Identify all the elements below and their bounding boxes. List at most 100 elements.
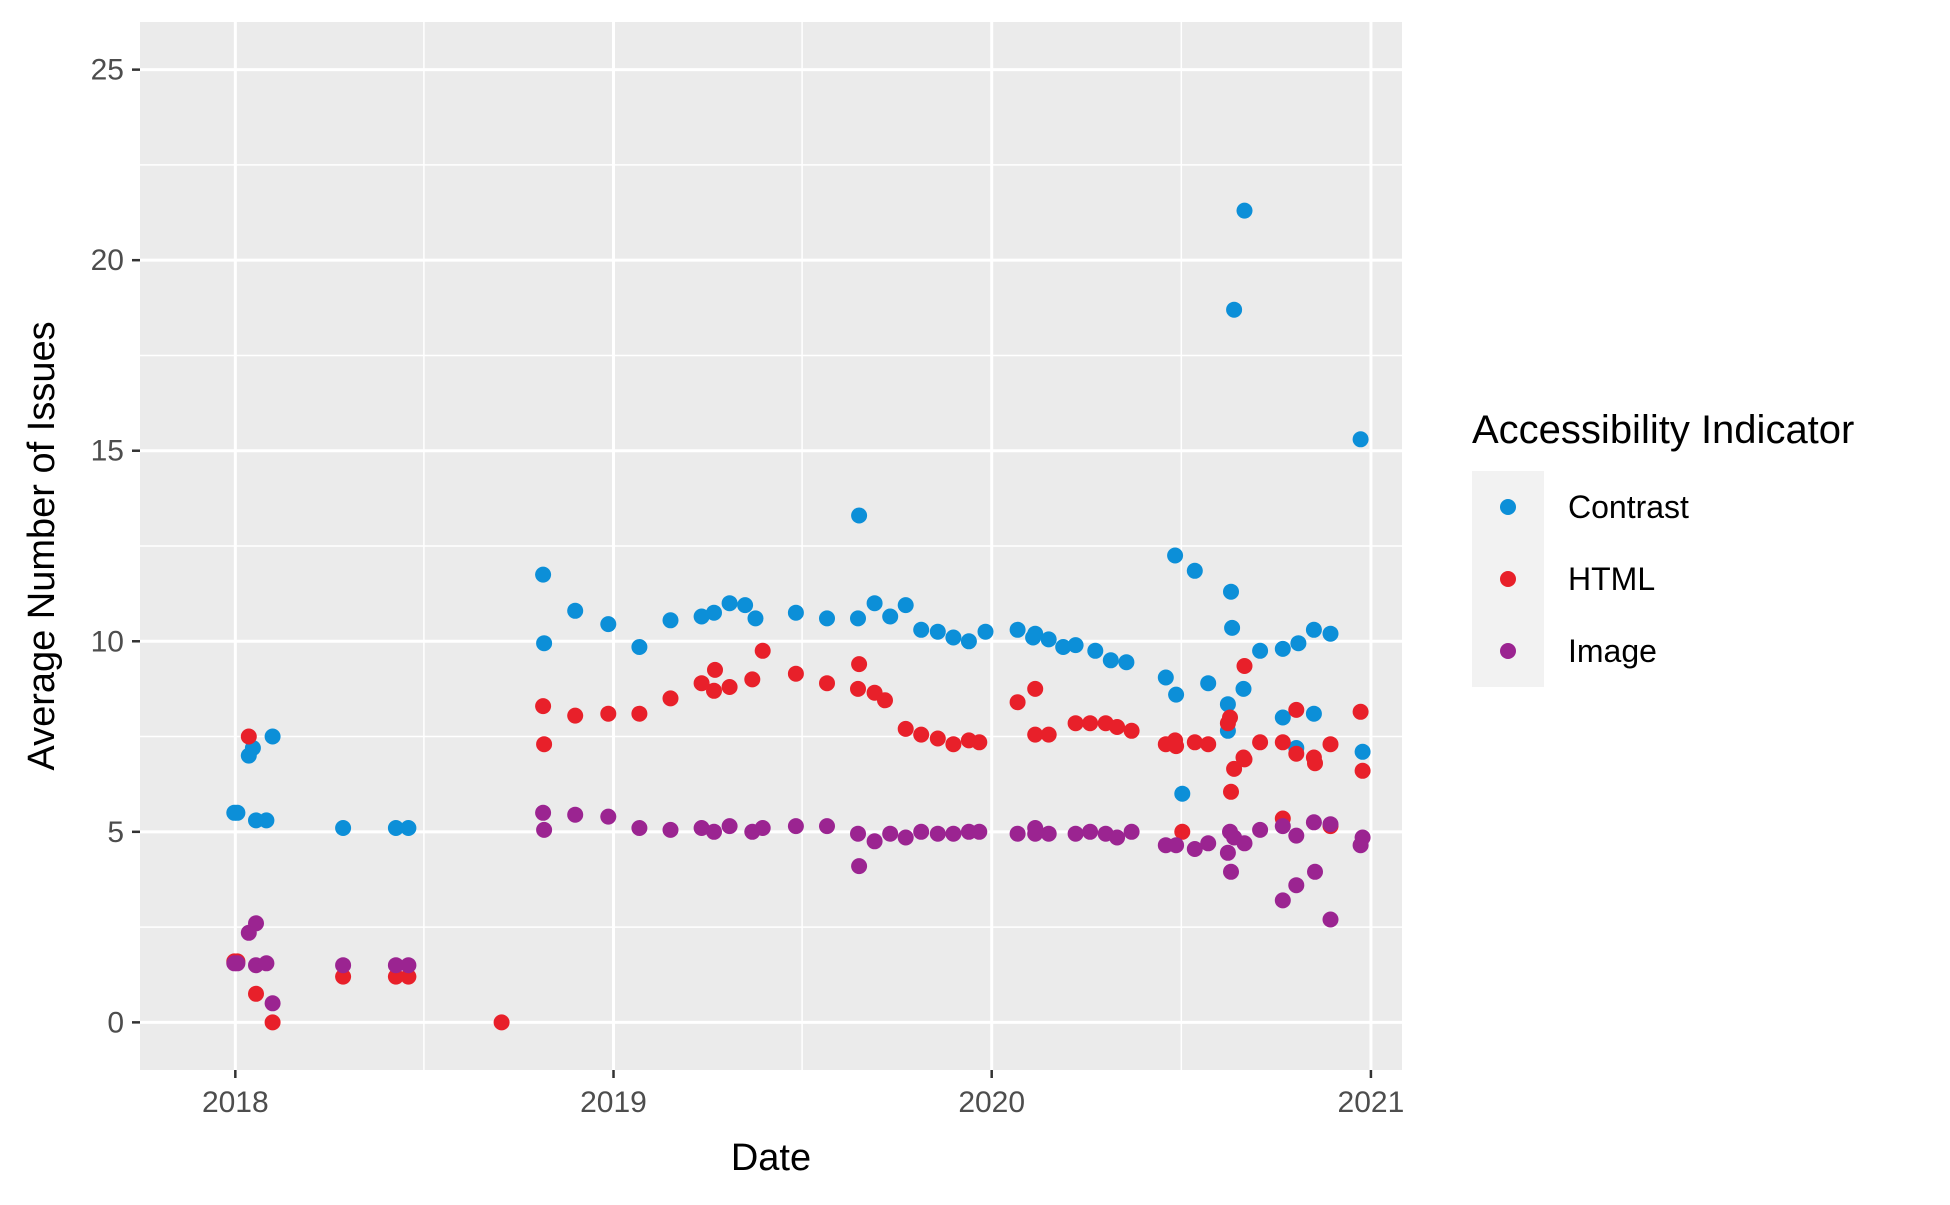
html-point [1354, 762, 1371, 779]
contrast-point [693, 608, 710, 625]
html-point [662, 690, 679, 707]
contrast-point [721, 595, 738, 612]
grid-major [140, 22, 1402, 1070]
y-tick-label: 5 [107, 816, 124, 849]
x-tick-label: 2020 [958, 1086, 1025, 1119]
contrast-point [1157, 669, 1174, 686]
contrast-point [536, 635, 553, 652]
contrast-point [1274, 709, 1291, 726]
image-point [1200, 835, 1217, 852]
contrast-point [1040, 631, 1057, 648]
image-point [1109, 829, 1126, 846]
y-axis: 0 5 10 15 20 25 [91, 54, 140, 1039]
contrast-point [1186, 562, 1203, 579]
contrast-point [819, 610, 835, 627]
y-axis-title: Average Number of Issues [21, 321, 63, 770]
image-point [258, 955, 275, 972]
contrast-point [400, 820, 417, 836]
image-point [248, 915, 264, 932]
y-tick-label: 15 [91, 435, 124, 468]
contrast-point [977, 623, 994, 640]
image-point [1009, 825, 1026, 842]
contrast-point [335, 820, 352, 836]
html-point [1307, 755, 1323, 772]
html-point [1174, 823, 1191, 840]
html-point [1123, 722, 1140, 739]
contrast-point [1167, 547, 1184, 564]
html-point [850, 680, 866, 697]
html-point [945, 736, 962, 753]
contrast-point [1236, 202, 1253, 219]
html-point [1322, 736, 1339, 753]
html-point [1252, 734, 1269, 751]
html-point [1082, 715, 1099, 732]
contrast-point [1067, 637, 1084, 654]
contrast-point [706, 604, 722, 621]
html-point [335, 968, 352, 985]
legend-title: Accessibility Indicator [1472, 408, 1854, 452]
contrast-point [229, 804, 246, 821]
contrast-point [1168, 686, 1185, 703]
image-point [387, 957, 404, 974]
points-layer [226, 202, 1371, 1031]
html-point [400, 968, 417, 985]
contrast-point [264, 728, 281, 745]
html-point [1226, 760, 1243, 777]
html-point [744, 671, 761, 688]
x-axis: 2018 2019 2020 2021 [202, 1070, 1404, 1119]
image-point [1040, 825, 1057, 842]
contrast-point [1322, 625, 1339, 642]
legend-label-html: HTML [1568, 561, 1655, 597]
legend-key-contrast [1500, 499, 1516, 515]
image-point [600, 808, 617, 825]
contrast-point [1305, 705, 1322, 722]
legend-label-contrast: Contrast [1568, 489, 1689, 525]
contrast-point [1087, 642, 1104, 659]
html-point [1223, 783, 1239, 800]
html-point [1352, 703, 1369, 720]
image-point [535, 804, 552, 821]
html-point [1027, 726, 1044, 743]
image-point [1322, 816, 1339, 833]
html-point [1200, 736, 1217, 753]
html-point [721, 679, 738, 695]
image-point [1307, 863, 1323, 880]
legend: Accessibility Indicator Contrast HTML Imag… [1472, 408, 1854, 687]
contrast-point [567, 602, 584, 619]
image-point [1223, 863, 1239, 880]
image-point [1354, 829, 1371, 846]
y-tick-label: 25 [91, 54, 124, 87]
image-point [1219, 844, 1236, 861]
image-point [1186, 841, 1203, 857]
contrast-point [1290, 635, 1307, 652]
html-point [1288, 701, 1305, 718]
image-point [1027, 825, 1044, 842]
contrast-point [1200, 675, 1217, 692]
html-point [1109, 719, 1126, 735]
html-point [536, 736, 553, 753]
image-point [929, 825, 946, 842]
image-point [1274, 818, 1291, 835]
contrast-point [1009, 621, 1026, 638]
image-point [897, 829, 914, 846]
contrast-point [882, 608, 899, 625]
contrast-point [897, 597, 914, 614]
contrast-point [535, 566, 552, 583]
contrast-point [387, 820, 404, 836]
html-point [1288, 745, 1305, 762]
image-point [1168, 837, 1185, 854]
html-point [971, 734, 988, 751]
y-tick-label: 0 [107, 1006, 124, 1039]
contrast-point [1174, 785, 1191, 802]
html-point [877, 692, 893, 709]
legend-label-image: Image [1568, 633, 1657, 669]
contrast-point [913, 621, 930, 638]
x-tick-label: 2021 [1338, 1086, 1405, 1119]
image-point [264, 995, 281, 1012]
image-point [971, 823, 988, 840]
contrast-point [1274, 640, 1291, 657]
html-point [706, 682, 722, 699]
html-point [240, 728, 257, 745]
legend-key-html [1500, 571, 1516, 587]
